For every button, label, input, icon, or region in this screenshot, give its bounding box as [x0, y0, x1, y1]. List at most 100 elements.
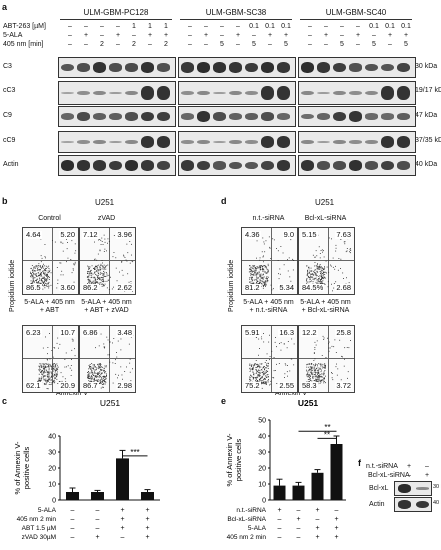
blot-band — [109, 140, 122, 144]
flow-plot: 4.36 9.0 81.2 5.34 — [241, 227, 298, 295]
quadrant-value-lr: 5.34 — [278, 282, 295, 292]
condition-mark: – — [297, 534, 301, 541]
quadrant-value-ll: 75.2 — [244, 380, 261, 390]
blot-band — [141, 111, 154, 122]
blot-band — [416, 500, 429, 509]
blot-band — [229, 62, 242, 73]
blot-band — [317, 62, 330, 73]
condition-mark: 1 — [164, 23, 168, 30]
blot-band — [93, 113, 106, 120]
blot-kda: 40 kDa — [415, 161, 438, 168]
quadrant-value-ul: 6.86 — [82, 328, 99, 337]
blot-band — [181, 140, 194, 144]
blot-band — [317, 91, 330, 95]
blot-band — [301, 113, 314, 120]
condition-mark: – — [71, 507, 75, 514]
quadrant-value-lr: 2.68 — [335, 282, 352, 292]
group-underline — [60, 19, 172, 20]
panel-d-ylabel: Propidium iodide — [228, 259, 235, 312]
condition-mark: – — [84, 41, 88, 48]
blot-kda: 37/35 kDa — [415, 137, 441, 144]
condition-mark: + — [145, 525, 149, 532]
blot-band — [93, 160, 106, 171]
condition-label: n.t.-siRNA — [236, 507, 266, 514]
condition-mark: – — [100, 32, 104, 39]
condition-mark: – — [340, 23, 344, 30]
condition-mark: + — [277, 507, 281, 514]
condition-mark: + — [163, 32, 169, 39]
blot-band — [397, 161, 410, 170]
panel-b-title: U251 — [95, 198, 115, 207]
condition-mark: 5 — [220, 41, 224, 48]
blot-band — [365, 63, 378, 72]
blot-band — [213, 91, 226, 95]
condition-mark: – — [71, 534, 75, 541]
quadrant-value-ll: 58.3 — [301, 380, 318, 390]
scatter-dots — [306, 333, 351, 388]
blot-band — [349, 160, 362, 171]
blot-band — [181, 90, 194, 96]
condition-mark: – — [96, 525, 100, 532]
blot-band — [301, 160, 314, 171]
quadrant-value-lr: 3.72 — [335, 380, 352, 390]
plot-label: Bcl-xL-siRNA — [304, 215, 347, 222]
group-underline — [300, 19, 412, 20]
condition-mark: – — [100, 23, 104, 30]
condition-mark: – — [220, 23, 224, 30]
blot-band — [245, 161, 258, 170]
condition-mark: – — [324, 41, 328, 48]
blot-band — [141, 86, 154, 100]
blot-kda: 19/17 kDa — [415, 87, 441, 94]
quadrant-value-ll: 84.5% — [301, 282, 325, 292]
condition-mark: – — [236, 41, 240, 48]
quadrant-line-h — [80, 357, 135, 359]
significance-marker: ** — [324, 423, 330, 432]
blot-band — [197, 62, 210, 73]
condition-mark: – — [372, 32, 376, 39]
significance-marker: ** — [324, 430, 330, 439]
chart-ylabel: % of Annexin V-positive cells — [225, 433, 243, 486]
condition-mark: 0.1 — [249, 23, 259, 30]
blot-band — [397, 136, 410, 148]
condition-mark: 1 — [148, 23, 152, 30]
cond-label-ala: 5-ALA — [3, 32, 23, 39]
y-tick-label: 20 — [48, 466, 56, 473]
blot-strip — [394, 481, 432, 496]
panel-letter-d: d — [221, 196, 227, 206]
quadrant-line-v — [108, 326, 110, 392]
quadrant-value-ur: 25.8 — [335, 328, 352, 337]
blot-band — [333, 62, 346, 73]
condition-mark: – — [308, 23, 312, 30]
blot-band — [317, 161, 330, 170]
blot-band — [197, 111, 210, 122]
condition-mark: – — [356, 41, 360, 48]
quadrant-value-ur: 5.20 — [59, 230, 76, 239]
blot-label: C9 — [3, 112, 12, 119]
blot-band — [61, 91, 74, 95]
condition-mark: – — [308, 32, 312, 39]
condition-mark: + — [296, 516, 300, 523]
blot-band — [397, 86, 410, 100]
blot-strip — [58, 131, 176, 153]
quadrant-value-lr: 2.55 — [278, 380, 295, 390]
y-tick-label: 10 — [48, 482, 56, 489]
y-tick-label: 30 — [258, 450, 266, 457]
blot-band — [277, 136, 290, 148]
condition-mark: – — [407, 472, 411, 479]
blot-band — [125, 63, 138, 72]
blot-band — [333, 139, 346, 145]
blot-band — [277, 160, 290, 171]
quadrant-value-ul: 5.91 — [244, 328, 261, 337]
blot-band — [317, 140, 330, 144]
blot-band — [197, 160, 210, 171]
quadrant-line-v — [270, 228, 272, 294]
condition-mark: + — [283, 32, 289, 39]
condition-mark: + — [145, 534, 149, 541]
blot-band — [261, 136, 274, 148]
cond-label-nm: 405 nm [min] — [3, 41, 44, 48]
blot-band — [77, 160, 90, 171]
bar — [116, 458, 129, 500]
blot-band — [77, 140, 90, 144]
blot-strip — [298, 131, 416, 153]
group-underline — [180, 19, 292, 20]
